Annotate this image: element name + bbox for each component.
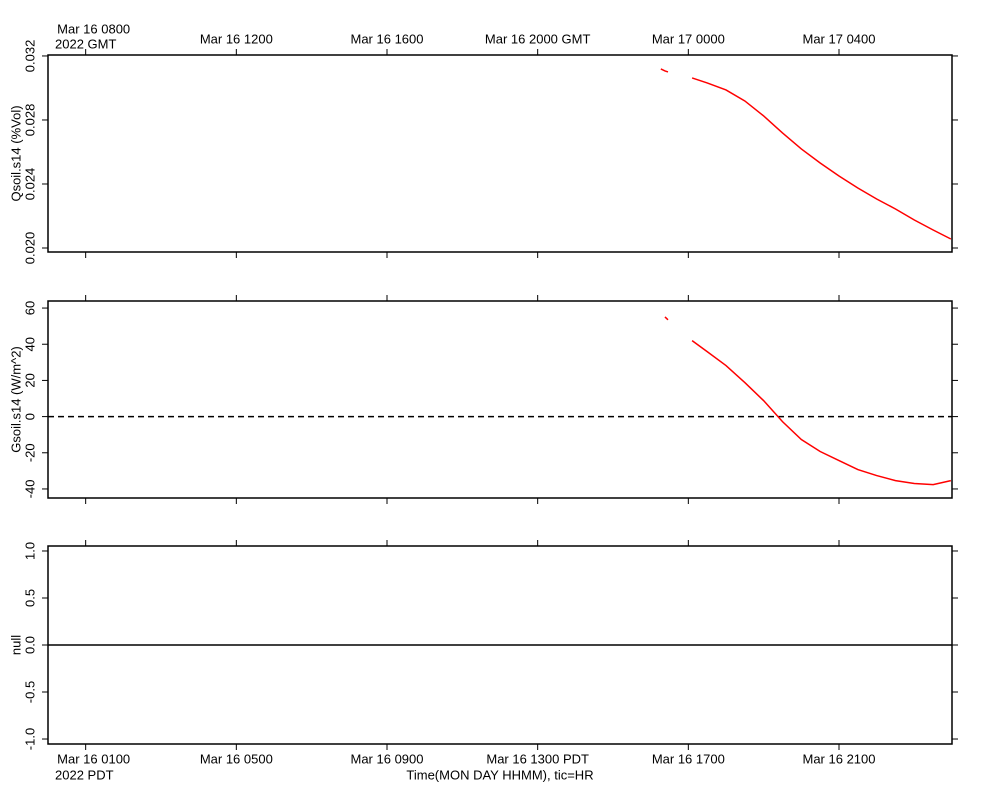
y-axis-label: Qsoil.s14 (%Vol)	[8, 105, 23, 201]
x-tick-label: Mar 16 2100	[803, 751, 876, 766]
y-tick-label: 0.5	[22, 589, 37, 607]
x-tick-label: Mar 16 0100	[57, 751, 130, 766]
y-tick-label: 0.028	[22, 104, 37, 137]
x-tick-sublabel: 2022 GMT	[55, 36, 116, 51]
y-tick-label: -20	[22, 443, 37, 462]
y-tick-label: 0	[22, 413, 37, 420]
x-tick-label: Mar 16 0800	[57, 21, 130, 36]
y-tick-label: 20	[22, 373, 37, 387]
y-tick-label: 1.0	[22, 542, 37, 560]
x-tick-label: Mar 16 0500	[200, 751, 273, 766]
data-line	[664, 316, 952, 486]
x-tick-label: Mar 16 1700	[652, 751, 725, 766]
plot-frame	[47, 54, 953, 253]
x-tick-label: Mar 16 2000 GMT	[485, 31, 591, 46]
x-tick-label: Mar 16 1300 PDT	[486, 751, 589, 766]
x-tick-label: Mar 17 0000	[652, 31, 725, 46]
y-axis-label: null	[8, 635, 23, 655]
y-tick-label: 0.024	[22, 168, 37, 201]
data-line	[660, 68, 952, 240]
x-tick-label: Mar 16 1200	[200, 31, 273, 46]
y-tick-label: -1.0	[22, 728, 37, 750]
x-tick-label: Mar 17 0400	[803, 31, 876, 46]
x-tick-label: Mar 16 0900	[351, 751, 424, 766]
y-tick-label: 60	[22, 301, 37, 315]
y-tick-label: 0.020	[22, 232, 37, 265]
y-tick-label: -40	[22, 480, 37, 499]
y-tick-label: -0.5	[22, 681, 37, 703]
x-tick-sublabel: 2022 PDT	[55, 767, 114, 782]
x-tick-label: Mar 16 1600	[351, 31, 424, 46]
x-axis-label: Time(MON DAY HHMM), tic=HR	[406, 767, 593, 782]
y-tick-label: 0.032	[22, 40, 37, 73]
y-tick-label: 0.0	[22, 636, 37, 654]
plot-frame	[47, 300, 953, 499]
y-tick-label: 40	[22, 337, 37, 351]
y-axis-label: Gsoil.s14 (W/m^2)	[8, 346, 23, 453]
